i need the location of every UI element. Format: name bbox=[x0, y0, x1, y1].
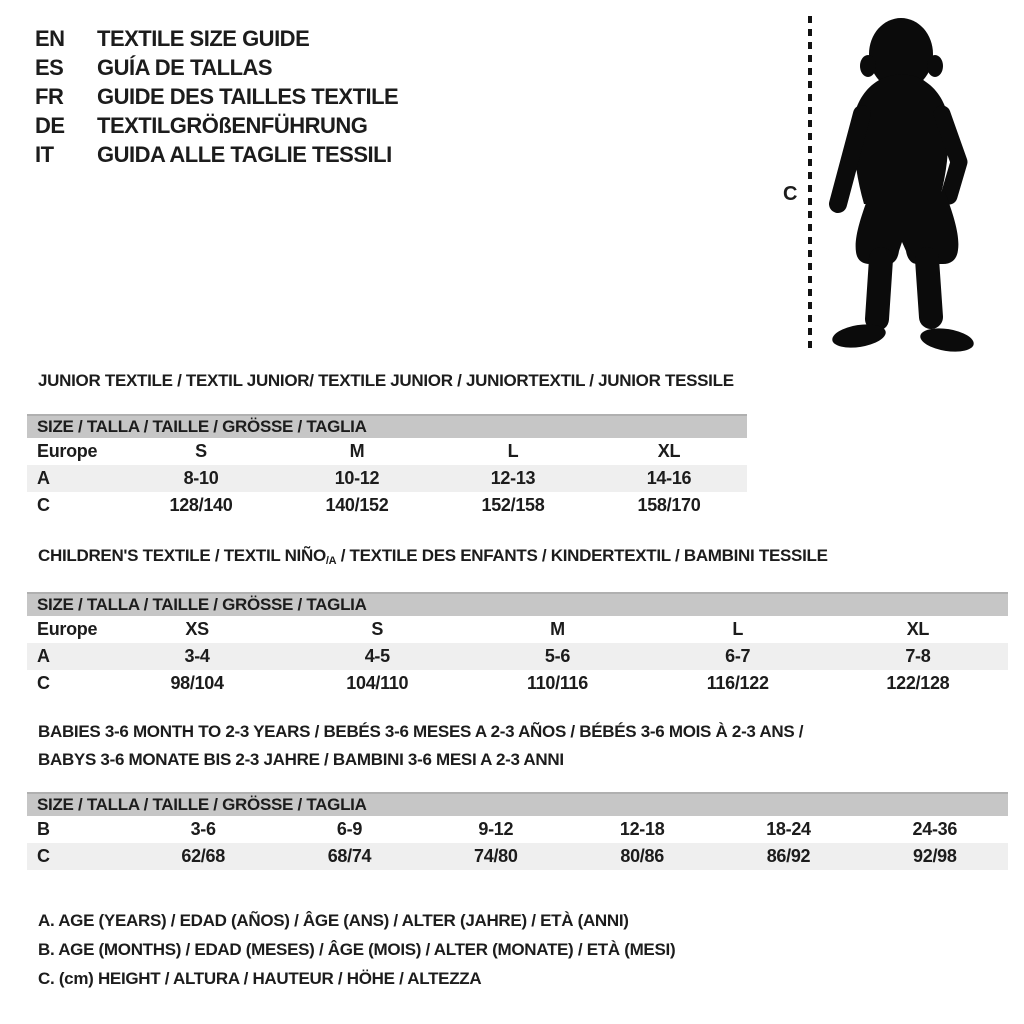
size-cell: 140/152 bbox=[325, 495, 389, 515]
size-cell: 5-6 bbox=[544, 646, 571, 666]
row-label: Europe bbox=[37, 441, 98, 461]
height-measure-label: C bbox=[783, 183, 798, 205]
size-cell: 104/110 bbox=[346, 673, 409, 693]
size-cell: 8-10 bbox=[183, 468, 219, 488]
legend-line-a: A. AGE (YEARS) / EDAD (AÑOS) / ÂGE (ANS)… bbox=[38, 911, 629, 930]
table-row-europe: Europe S M L XL bbox=[27, 438, 747, 465]
size-cell: 12-13 bbox=[490, 468, 536, 488]
guide-title: GUÍA DE TALLAS bbox=[97, 55, 273, 80]
legend-line-b: B. AGE (MONTHS) / EDAD (MESES) / ÂGE (MO… bbox=[38, 940, 676, 959]
size-cell: 62/68 bbox=[181, 846, 225, 866]
table-row-height: C 62/68 68/74 74/80 80/86 86/92 92/98 bbox=[27, 843, 1008, 870]
size-cell: 6-9 bbox=[336, 819, 363, 839]
language-row-en: EN TEXTILE SIZE GUIDE bbox=[35, 24, 398, 53]
junior-size-table: SIZE / TALLA / TAILLE / GRÖSSE / TAGLIA … bbox=[27, 414, 747, 519]
language-title-block: EN TEXTILE SIZE GUIDE ES GUÍA DE TALLAS … bbox=[35, 24, 399, 169]
children-title-suffix: / TEXTILE DES ENFANTS / KINDERTEXTIL / B… bbox=[336, 546, 828, 565]
size-cell: M bbox=[550, 619, 565, 639]
size-cell: 10-12 bbox=[334, 468, 380, 488]
row-label: Europe bbox=[37, 619, 98, 639]
size-cell: 3-6 bbox=[190, 819, 216, 839]
height-measure-dotted-line bbox=[808, 16, 812, 352]
children-size-table: SIZE / TALLA / TAILLE / GRÖSSE / TAGLIA … bbox=[27, 592, 1008, 697]
size-cell: 158/170 bbox=[637, 495, 701, 515]
children-section-title: CHILDREN'S TEXTILE / TEXTIL NIÑO/A / TEX… bbox=[38, 546, 828, 567]
row-label: A bbox=[37, 646, 50, 666]
size-cell: 110/116 bbox=[527, 673, 588, 693]
size-cell: 74/80 bbox=[474, 846, 518, 866]
table-row-height: C 98/104 104/110 110/116 116/122 122/128 bbox=[27, 670, 1008, 697]
size-cell: 4-5 bbox=[364, 646, 390, 666]
row-label: C bbox=[37, 846, 50, 866]
size-cell: 128/140 bbox=[169, 495, 233, 515]
size-header-bar: SIZE / TALLA / TAILLE / GRÖSSE / TAGLIA bbox=[27, 414, 747, 438]
language-code: ES bbox=[35, 55, 64, 80]
babies-size-table: SIZE / TALLA / TAILLE / GRÖSSE / TAGLIA … bbox=[27, 792, 1008, 870]
row-label: C bbox=[37, 495, 50, 515]
row-label: A bbox=[37, 468, 50, 488]
size-cell: L bbox=[507, 441, 519, 461]
size-cell: 68/74 bbox=[327, 846, 372, 866]
children-title-subscript: /A bbox=[325, 555, 337, 567]
language-row-de: DE TEXTILGRÖßENFÜHRUNG bbox=[35, 111, 398, 140]
language-row-fr: FR GUIDE DES TAILLES TEXTILE bbox=[35, 82, 399, 111]
table-row-europe: Europe XS S M L XL bbox=[27, 616, 1008, 643]
size-header-bar: SIZE / TALLA / TAILLE / GRÖSSE / TAGLIA bbox=[27, 592, 1008, 616]
babies-section-title: BABIES 3-6 MONTH TO 2-3 YEARS / BEBÉS 3-… bbox=[38, 718, 804, 774]
table-row-age: A 3-4 4-5 5-6 6-7 7-8 bbox=[27, 643, 1008, 670]
size-cell: 122/128 bbox=[886, 673, 950, 693]
size-cell: 152/158 bbox=[481, 495, 545, 515]
junior-section-title: JUNIOR TEXTILE / TEXTIL JUNIOR/ TEXTILE … bbox=[38, 371, 734, 390]
size-cell: XS bbox=[185, 619, 209, 639]
table-row-age: A 8-10 10-12 12-13 14-16 bbox=[27, 465, 747, 492]
size-cell: 14-16 bbox=[646, 468, 692, 488]
row-label: B bbox=[37, 819, 50, 839]
children-title-prefix: CHILDREN'S TEXTILE / TEXTIL NIÑO bbox=[38, 546, 326, 565]
size-cell: S bbox=[371, 619, 384, 639]
guide-title: GUIDA ALLE TAGLIE TESSILI bbox=[97, 142, 392, 167]
size-cell: 92/98 bbox=[913, 846, 957, 866]
language-row-it: IT GUIDA ALLE TAGLIE TESSILI bbox=[35, 140, 398, 169]
size-header-bar: SIZE / TALLA / TAILLE / GRÖSSE / TAGLIA bbox=[27, 792, 1008, 816]
babies-title-line2: BABYS 3-6 MONATE BIS 2-3 JAHRE / BAMBINI… bbox=[38, 750, 564, 769]
size-cell: 6-7 bbox=[725, 646, 751, 666]
size-cell: 86/92 bbox=[766, 846, 811, 866]
guide-title: TEXTILGRÖßENFÜHRUNG bbox=[97, 113, 368, 138]
language-code: EN bbox=[35, 26, 65, 51]
guide-title: TEXTILE SIZE GUIDE bbox=[97, 26, 310, 51]
measurement-legend: A. AGE (YEARS) / EDAD (AÑOS) / ÂGE (ANS)… bbox=[38, 906, 676, 993]
size-cell: XL bbox=[906, 619, 930, 639]
row-label: C bbox=[37, 673, 50, 693]
toddler-silhouette-image bbox=[829, 18, 974, 352]
legend-line-c: C. (cm) HEIGHT / ALTURA / HAUTEUR / HÖHE… bbox=[38, 969, 482, 988]
size-cell: 24-36 bbox=[912, 819, 958, 839]
size-cell: 98/104 bbox=[170, 673, 224, 693]
guide-title: GUIDE DES TAILLES TEXTILE bbox=[97, 84, 399, 109]
toddler-silhouette-shape bbox=[829, 18, 974, 352]
language-code: FR bbox=[35, 84, 64, 109]
language-row-es: ES GUÍA DE TALLAS bbox=[35, 53, 398, 82]
size-cell: XL bbox=[657, 441, 681, 461]
size-cell: 12-18 bbox=[619, 819, 665, 839]
size-cell: 80/86 bbox=[620, 846, 664, 866]
size-cell: M bbox=[349, 441, 365, 461]
size-cell: 7-8 bbox=[905, 646, 931, 666]
size-cell: 9-12 bbox=[478, 819, 514, 839]
size-cell: 116/122 bbox=[706, 673, 769, 693]
size-cell: S bbox=[195, 441, 207, 461]
table-row-height: C 128/140 140/152 152/158 158/170 bbox=[27, 492, 747, 519]
language-code: DE bbox=[35, 113, 65, 138]
babies-title-line1: BABIES 3-6 MONTH TO 2-3 YEARS / BEBÉS 3-… bbox=[38, 722, 804, 741]
size-cell: L bbox=[732, 619, 744, 639]
language-code: IT bbox=[35, 142, 54, 167]
size-cell: 18-24 bbox=[766, 819, 811, 839]
table-row-age-months: B 3-6 6-9 9-12 12-18 18-24 24-36 bbox=[27, 816, 1008, 843]
size-cell: 3-4 bbox=[184, 646, 210, 666]
